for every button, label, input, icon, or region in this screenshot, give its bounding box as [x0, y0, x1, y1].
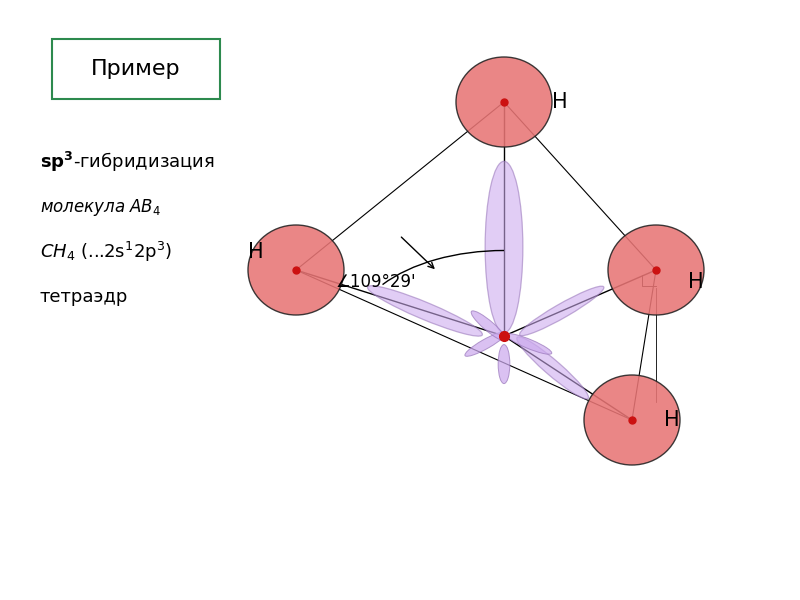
Text: $CH_4$ (...2s$^1$2p$^3$): $CH_4$ (...2s$^1$2p$^3$) — [40, 240, 172, 264]
Ellipse shape — [465, 332, 506, 356]
Text: H: H — [688, 272, 704, 292]
Text: Пример: Пример — [91, 59, 181, 79]
Text: ∠109°29': ∠109°29' — [336, 273, 417, 291]
Ellipse shape — [498, 344, 510, 383]
Ellipse shape — [506, 334, 552, 354]
Ellipse shape — [485, 161, 523, 333]
Text: тетраэдр: тетраэдр — [40, 288, 128, 306]
Ellipse shape — [471, 311, 506, 341]
Ellipse shape — [248, 225, 344, 315]
FancyBboxPatch shape — [52, 39, 220, 99]
Ellipse shape — [456, 57, 552, 147]
Ellipse shape — [584, 375, 680, 465]
Text: $\mathbf{sp^3}$-гибридизация: $\mathbf{sp^3}$-гибридизация — [40, 150, 215, 174]
Ellipse shape — [367, 286, 482, 336]
Ellipse shape — [517, 337, 589, 399]
Ellipse shape — [608, 225, 704, 315]
Text: молекула $AB_4$: молекула $AB_4$ — [40, 196, 161, 217]
Ellipse shape — [520, 286, 604, 335]
Text: H: H — [248, 242, 264, 262]
Text: H: H — [552, 92, 568, 112]
Text: H: H — [664, 410, 680, 430]
